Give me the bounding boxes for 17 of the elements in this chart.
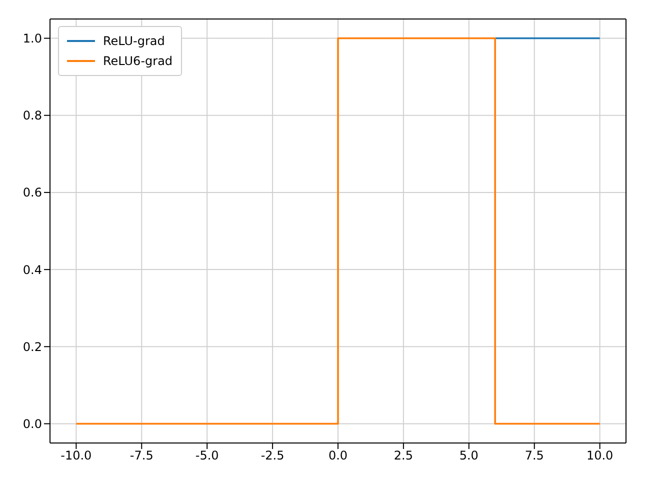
y-tick-label: 0.2 [22, 340, 42, 354]
x-tick-label: -2.5 [260, 448, 284, 463]
legend-label: ReLU6-grad [103, 53, 173, 70]
y-tick-label: 0.0 [22, 416, 42, 431]
y-tick-label: 0.8 [22, 108, 42, 123]
x-tick-label: 5.0 [459, 448, 478, 463]
x-tick-label: -5.0 [195, 448, 219, 463]
x-tick-label: 10.0 [586, 448, 614, 463]
y-tick-label: 0.6 [22, 186, 42, 200]
x-tick-label: 2.5 [394, 448, 413, 463]
x-tick-label: -10.0 [60, 448, 92, 463]
y-tick-label: 0.4 [22, 262, 42, 277]
x-tick-label: -7.5 [130, 448, 154, 463]
y-tick-label: 1.0 [22, 32, 42, 46]
x-tick-label: 0.0 [328, 448, 348, 463]
x-tick-label: 7.5 [524, 448, 544, 463]
legend-label: ReLU-grad [103, 33, 165, 50]
